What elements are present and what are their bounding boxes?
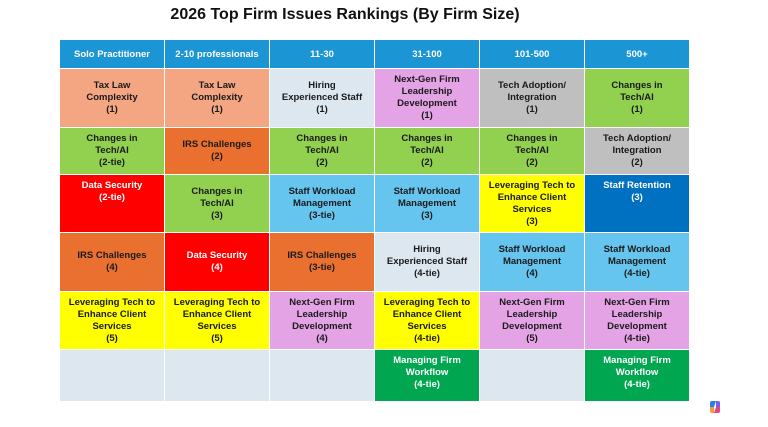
- cell-text: Leveraging Tech to Enhance Client Servic…: [68, 296, 156, 344]
- cell-text: Hiring Experienced Staff (1): [281, 80, 363, 115]
- column-header-2-10: 2-10 professionals: [165, 40, 269, 68]
- table-cell-r6-c2: [165, 350, 269, 401]
- table-cell-r5-c2: Leveraging Tech to Enhance Client Servic…: [165, 292, 269, 349]
- table-cell-r4-c6: Staff Workload Management (4-tie): [585, 233, 689, 291]
- cell-text: Managing Firm Workflow (4-tie): [603, 355, 671, 390]
- cell-text: Next-Gen Firm Leadership Development (5): [499, 296, 565, 344]
- cell-text: Data Security (2-tie): [81, 180, 143, 203]
- table-cell-r6-c4: Managing Firm Workflow (4-tie): [375, 350, 479, 401]
- cell-text: Leveraging Tech to Enhance Client Servic…: [488, 179, 576, 227]
- cell-text: Tech Adoption/ Integration (2): [602, 133, 672, 168]
- cell-text: Staff Retention (3): [603, 180, 671, 203]
- cell-text: Changes in Tech/AI (2-tie): [86, 133, 138, 168]
- table-cell-r3-c6: Staff Retention (3): [585, 175, 689, 232]
- table-cell-r1-c3: Hiring Experienced Staff (1): [270, 69, 374, 127]
- table-cell-r4-c3: IRS Challenges (3-tie): [270, 233, 374, 291]
- column-header-11-30: 11-30: [270, 40, 374, 68]
- table-cell-r4-c2: Data Security (4): [165, 233, 269, 291]
- column-header-31-100: 31-100: [375, 40, 479, 68]
- table-cell-r3-c5: Leveraging Tech to Enhance Client Servic…: [480, 175, 584, 232]
- cell-text: Staff Workload Management (4): [498, 244, 566, 279]
- cell-text: Staff Workload Management (4-tie): [603, 244, 671, 279]
- table-cell-r5-c5: Next-Gen Firm Leadership Development (5): [480, 292, 584, 349]
- cell-text: Leveraging Tech to Enhance Client Servic…: [173, 296, 261, 344]
- table-cell-r4-c5: Staff Workload Management (4): [480, 233, 584, 291]
- cell-text: IRS Challenges (2): [182, 139, 252, 162]
- column-header-101-500: 101-500: [480, 40, 584, 68]
- table-cell-r1-c4: Next-Gen Firm Leadership Development (1): [375, 69, 479, 127]
- table-cell-r3-c4: Staff Workload Management (3): [375, 175, 479, 232]
- table-cell-r5-c6: Next-Gen Firm Leadership Development (4-…: [585, 292, 689, 349]
- column-header-500-plus: 500+: [585, 40, 689, 68]
- table-cell-r2-c1: Changes in Tech/AI (2-tie): [60, 128, 164, 174]
- table-cell-r1-c1: Tax Law Complexity (1): [60, 69, 164, 127]
- table-cell-r4-c1: IRS Challenges (4): [60, 233, 164, 291]
- cell-text: Changes in Tech/AI (2): [296, 133, 348, 168]
- cell-text: Staff Workload Management (3-tie): [288, 185, 356, 221]
- cell-text: Next-Gen Firm Leadership Development (4-…: [604, 296, 670, 344]
- table-cell-r5-c3: Next-Gen Firm Leadership Development (4): [270, 292, 374, 349]
- cell-text: Tax Law Complexity (1): [86, 80, 138, 115]
- table-cell-r1-c5: Tech Adoption/ Integration (1): [480, 69, 584, 127]
- table-cell-r2-c6: Tech Adoption/ Integration (2): [585, 128, 689, 174]
- table-cell-r3-c3: Staff Workload Management (3-tie): [270, 175, 374, 232]
- cell-text: Changes in Tech/AI (1): [611, 80, 663, 115]
- cell-text: IRS Challenges (3-tie): [287, 250, 357, 273]
- table-cell-r5-c1: Leveraging Tech to Enhance Client Servic…: [60, 292, 164, 349]
- table-cell-r6-c6: Managing Firm Workflow (4-tie): [585, 350, 689, 401]
- cell-text: Hiring Experienced Staff (4-tie): [386, 244, 468, 279]
- table-cell-r2-c2: IRS Challenges (2): [165, 128, 269, 174]
- table-cell-r1-c2: Tax Law Complexity (1): [165, 69, 269, 127]
- cell-text: Next-Gen Firm Leadership Development (4): [289, 296, 355, 344]
- table-cell-r4-c4: Hiring Experienced Staff (4-tie): [375, 233, 479, 291]
- cell-text: Staff Workload Management (3): [393, 185, 461, 221]
- table-cell-r3-c2: Changes in Tech/AI (3): [165, 175, 269, 232]
- cell-text: Tech Adoption/ Integration (1): [497, 80, 567, 115]
- rankings-table: Solo Practitioner 2-10 professionals 11-…: [60, 40, 689, 401]
- cell-text: Managing Firm Workflow (4-tie): [393, 355, 461, 390]
- table-cell-r2-c5: Changes in Tech/AI (2): [480, 128, 584, 174]
- cell-text: Data Security (4): [186, 250, 248, 273]
- cell-text: Next-Gen Firm Leadership Development (1): [394, 74, 460, 121]
- table-cell-r2-c4: Changes in Tech/AI (2): [375, 128, 479, 174]
- cell-text: Changes in Tech/AI (3): [191, 185, 243, 221]
- table-cell-r3-c1: Data Security (2-tie): [60, 175, 164, 232]
- table-cell-r1-c6: Changes in Tech/AI (1): [585, 69, 689, 127]
- cell-text: Changes in Tech/AI (2): [401, 133, 453, 168]
- table-cell-r6-c5: [480, 350, 584, 401]
- table-cell-r6-c1: [60, 350, 164, 401]
- table-cell-r5-c4: Leveraging Tech to Enhance Client Servic…: [375, 292, 479, 349]
- page-title: 2026 Top Firm Issues Rankings (By Firm S…: [170, 6, 520, 23]
- cell-text: Leveraging Tech to Enhance Client Servic…: [383, 296, 471, 344]
- cell-text: Tax Law Complexity (1): [191, 80, 243, 115]
- cell-text: IRS Challenges (4): [77, 250, 147, 273]
- table-cell-r6-c3: [270, 350, 374, 401]
- table-cell-r2-c3: Changes in Tech/AI (2): [270, 128, 374, 174]
- column-header-solo: Solo Practitioner: [60, 40, 164, 68]
- copilot-logo-icon: [710, 401, 720, 413]
- cell-text: Changes in Tech/AI (2): [506, 133, 558, 168]
